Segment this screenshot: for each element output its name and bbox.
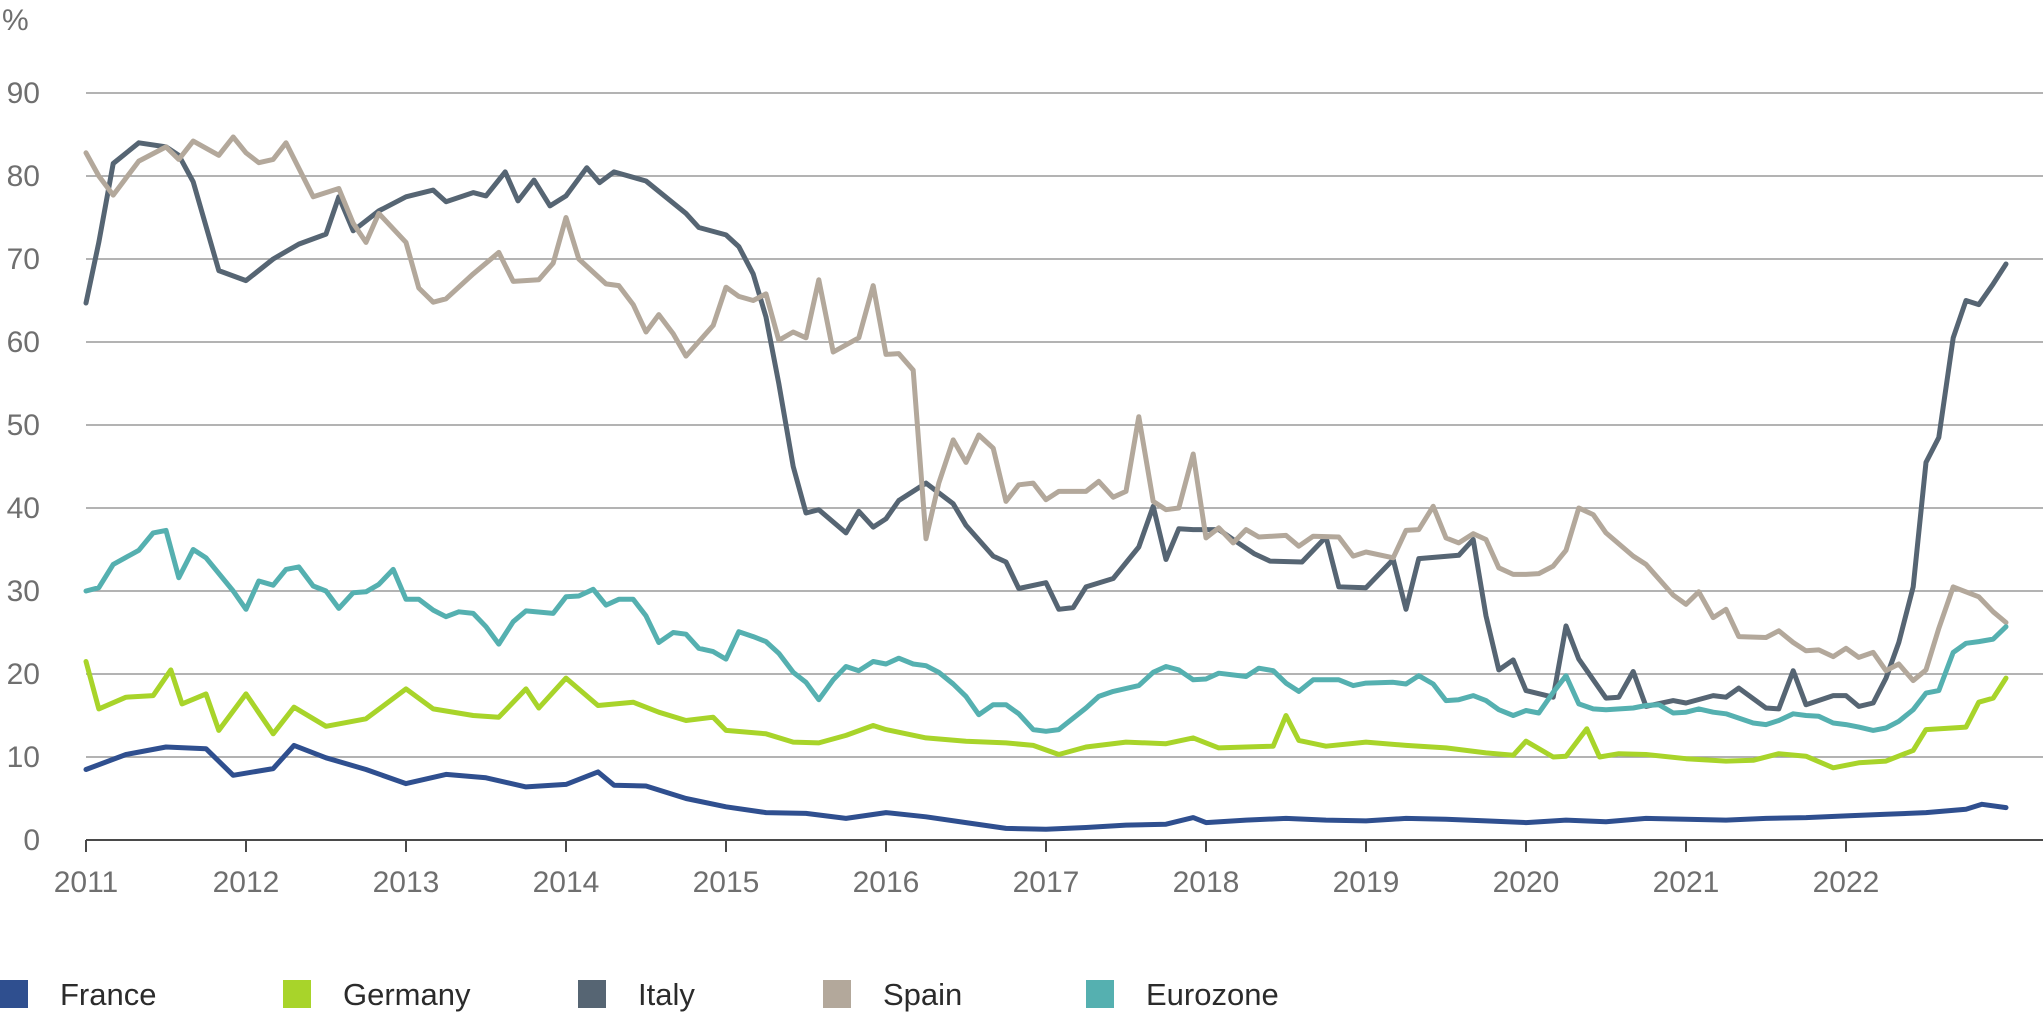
x-tick-label: 2018 <box>1173 866 1240 899</box>
legend-swatch-germany <box>283 980 311 1008</box>
legend-swatch-spain <box>823 980 851 1008</box>
y-tick-label: 70 <box>7 243 40 276</box>
y-tick-label: 40 <box>7 492 40 525</box>
series-line-germany <box>83 659 2009 771</box>
legend-swatch-france <box>0 980 28 1008</box>
series-lines <box>83 134 2009 832</box>
y-tick-label: 0 <box>23 824 40 857</box>
y-tick-label: 80 <box>7 160 40 193</box>
legend-swatch-italy <box>578 980 606 1008</box>
y-tick-label: 10 <box>7 741 40 774</box>
series-line-eurozone <box>83 527 2009 734</box>
legend-label-spain: Spain <box>883 977 962 1012</box>
y-tick-label: 20 <box>7 658 40 691</box>
x-tick-label: 2021 <box>1653 866 1720 899</box>
legend-label-germany: Germany <box>343 977 471 1012</box>
legend-label-france: France <box>60 977 156 1012</box>
x-tick-label: 2016 <box>853 866 920 899</box>
x-tick-label: 2011 <box>54 866 119 899</box>
x-tick-label: 2015 <box>693 866 760 899</box>
grid-lines <box>86 92 2043 758</box>
series-line-france <box>83 742 2009 832</box>
x-axis: 2011 2012 2013 2014 2015 2016 2017 2018 2019 2020… <box>54 839 2043 899</box>
x-tick-label: 2020 <box>1493 866 1560 899</box>
y-unit-label: % <box>2 4 29 37</box>
y-tick-label: 50 <box>7 409 40 442</box>
x-tick-label: 2022 <box>1813 866 1880 899</box>
x-tick-label: 2012 <box>213 866 280 899</box>
y-tick-label: 30 <box>7 575 40 608</box>
series-line-spain <box>83 134 2009 684</box>
y-axis-ticks: 0 10 20 30 40 50 60 70 80 90 <box>7 77 40 857</box>
x-tick-label: 2017 <box>1013 866 1080 899</box>
x-tick-label: 2014 <box>533 866 600 899</box>
legend: France Germany Italy Spain Eurozone <box>0 977 1279 1012</box>
legend-label-eurozone: Eurozone <box>1146 977 1279 1012</box>
y-tick-label: 90 <box>7 77 40 110</box>
x-tick-label: 2019 <box>1333 866 1400 899</box>
legend-label-italy: Italy <box>638 977 695 1012</box>
x-tick-label: 2013 <box>373 866 440 899</box>
y-tick-label: 60 <box>7 326 40 359</box>
legend-swatch-eurozone <box>1086 980 1114 1008</box>
series-line-italy <box>83 140 2009 712</box>
